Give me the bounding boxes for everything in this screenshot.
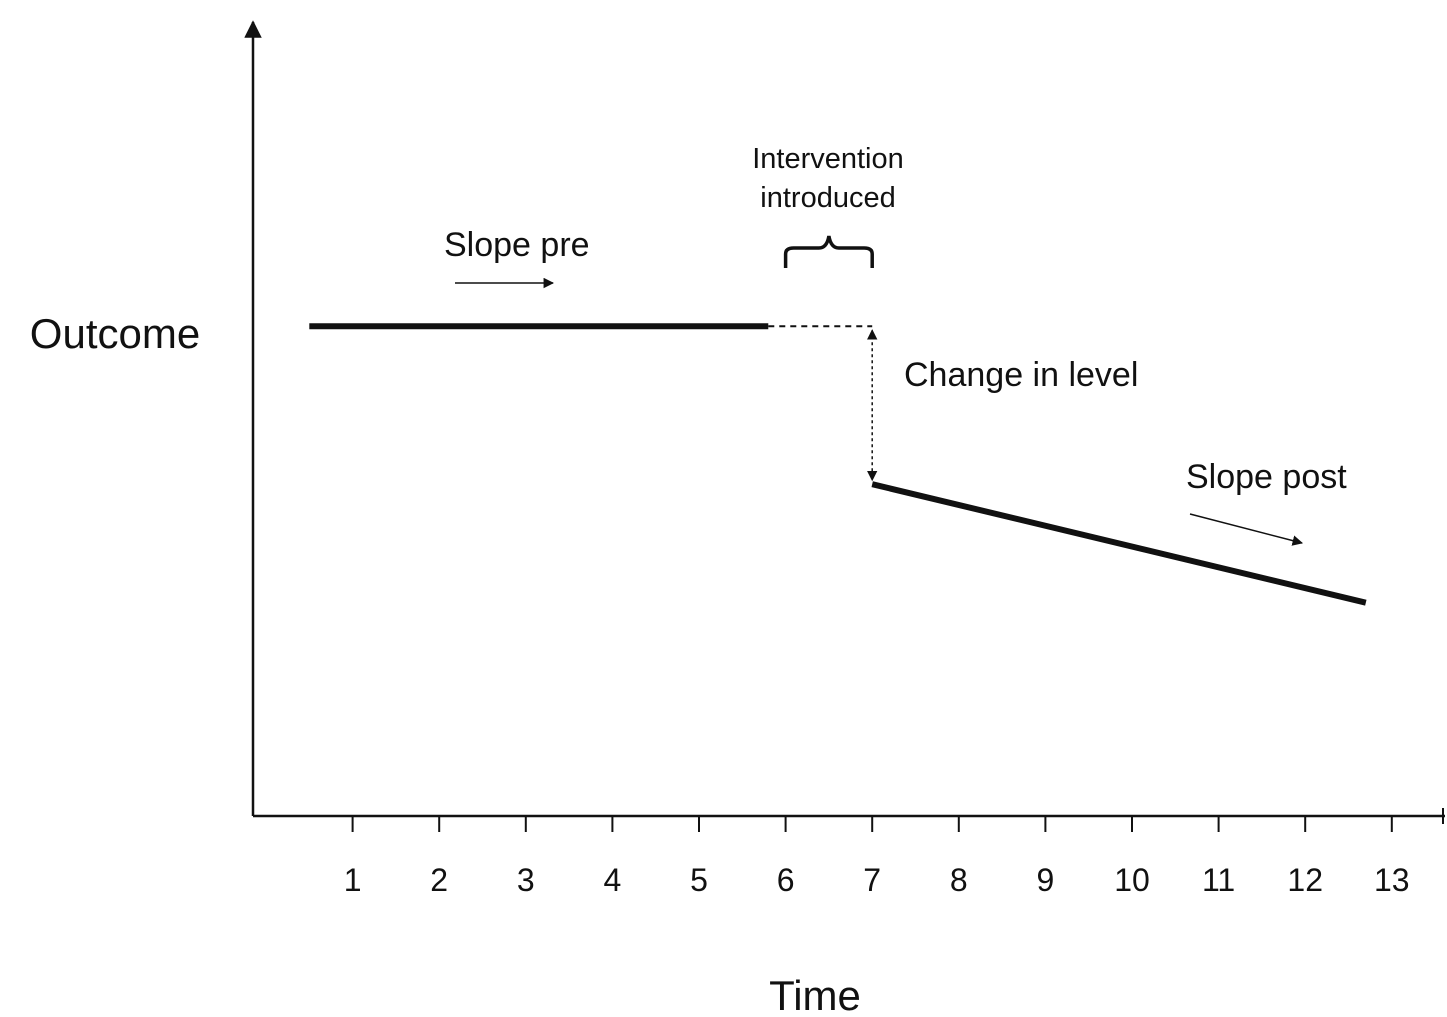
slope-post-label: Slope post <box>1186 458 1347 496</box>
post-intervention-line <box>871 481 1367 606</box>
x-tick-label: 13 <box>1374 862 1410 898</box>
x-axis-ticks: 1 2 3 4 5 6 7 8 9 10 11 12 13 <box>344 808 1444 898</box>
intervention-label-line1: Intervention <box>752 143 904 175</box>
x-tick-label: 7 <box>863 862 881 898</box>
change-in-level-label: Change in level <box>904 356 1138 394</box>
x-tick-label: 11 <box>1202 862 1235 898</box>
x-tick-label: 10 <box>1114 862 1150 898</box>
x-axis-label: Time <box>769 972 861 1017</box>
x-tick-label: 8 <box>950 862 968 898</box>
y-axis-label: Outcome <box>30 310 200 357</box>
intervention-label-line2: introduced <box>760 182 895 214</box>
x-tick-label: 6 <box>777 862 795 898</box>
intervention-brace <box>783 235 874 268</box>
x-tick-label: 5 <box>690 862 708 898</box>
x-tick-label: 9 <box>1037 862 1055 898</box>
x-tick-label: 12 <box>1287 862 1323 898</box>
x-tick-label: 2 <box>430 862 448 898</box>
x-tick-label: 1 <box>344 862 362 898</box>
x-tick-label: 4 <box>604 862 622 898</box>
slope-pre-label: Slope pre <box>444 226 590 264</box>
slope-post-arrow <box>1189 513 1304 546</box>
x-tick-label: 3 <box>517 862 535 898</box>
